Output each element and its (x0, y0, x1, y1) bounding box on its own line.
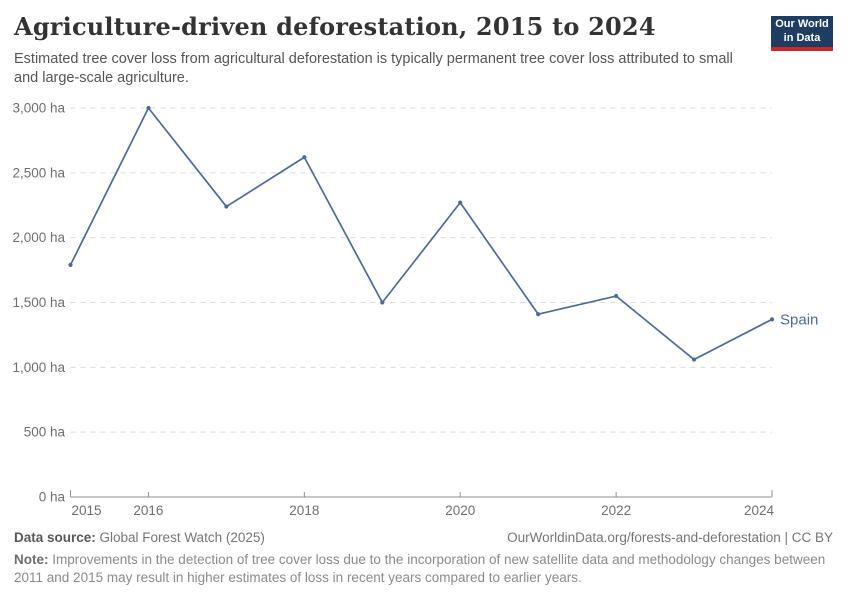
license-link[interactable]: OurWorldinData.org/forests-and-deforesta… (507, 530, 833, 545)
data-point[interactable] (536, 312, 541, 317)
data-point[interactable] (614, 293, 619, 299)
owid-logo-line2: in Data (783, 31, 821, 44)
chart-note-label: Note: (14, 552, 49, 567)
data-point[interactable] (224, 204, 229, 209)
y-axis-label: 2,000 ha (12, 230, 65, 245)
chart-note: Note: Improvements in the detection of t… (14, 551, 836, 587)
y-axis-label: 500 ha (24, 425, 66, 440)
x-axis-label: 2020 (445, 503, 475, 518)
y-axis-label: 1,500 ha (12, 295, 65, 310)
x-axis-label: 2024 (744, 503, 775, 518)
data-source-label: Data source: (14, 530, 96, 545)
x-axis-label: 2015 (72, 503, 102, 518)
data-point[interactable] (458, 200, 463, 205)
data-source: Data source: Global Forest Watch (2025) (14, 530, 265, 545)
series-label-spain[interactable]: Spain (780, 311, 818, 328)
x-axis-label: 2018 (289, 503, 319, 518)
data-point[interactable] (68, 262, 73, 267)
data-point[interactable] (769, 317, 775, 322)
data-point[interactable] (691, 357, 697, 362)
owid-logo[interactable]: Our World in Data (771, 16, 833, 51)
page-title: Agriculture-driven deforestation, 2015 t… (14, 12, 656, 41)
owid-logo-line1: Our World (775, 18, 829, 31)
y-axis-label: 3,000 ha (12, 101, 65, 116)
x-axis-label: 2022 (601, 503, 631, 518)
chart-subtitle: Estimated tree cover loss from agricultu… (14, 51, 733, 86)
data-point[interactable] (380, 300, 385, 305)
y-axis-label: 2,500 ha (12, 165, 65, 180)
y-axis-label: 0 ha (39, 490, 66, 505)
chart-note-value: Improvements in the detection of tree co… (14, 552, 826, 585)
data-source-value: Global Forest Watch (2025) (95, 530, 265, 545)
x-axis-label: 2016 (133, 503, 163, 518)
data-point[interactable] (146, 105, 151, 111)
data-point[interactable] (302, 155, 307, 160)
data-line-spain[interactable] (69, 107, 773, 361)
y-axis-label: 1,000 ha (12, 360, 65, 375)
